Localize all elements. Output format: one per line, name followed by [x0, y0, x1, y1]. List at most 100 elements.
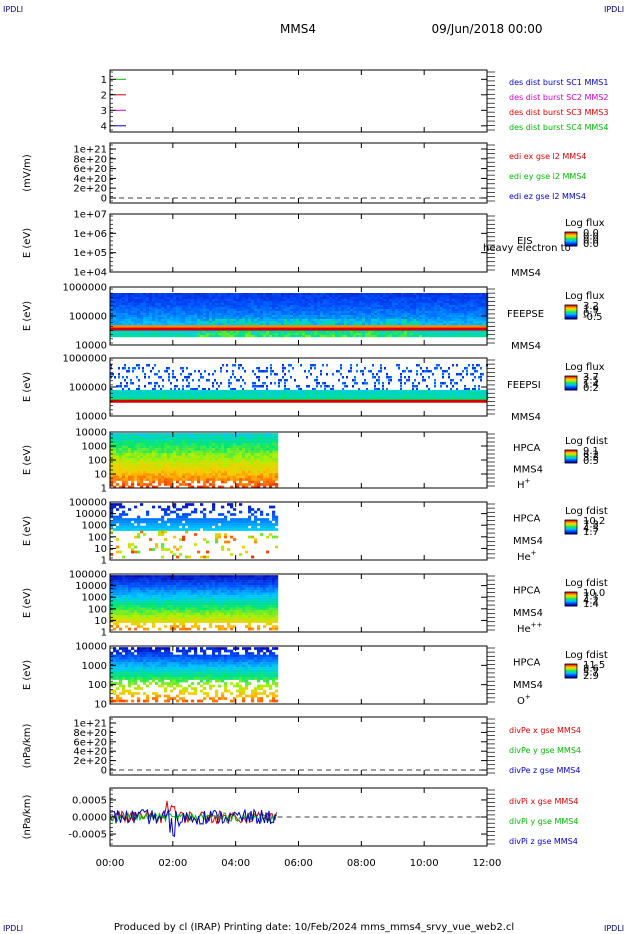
- flux-cell: [113, 305, 117, 308]
- flux-cell: [270, 389, 273, 393]
- flux-cell: [164, 311, 168, 314]
- flux-cell: [122, 303, 126, 306]
- flux-cell: [168, 393, 171, 397]
- flux-cell: [128, 450, 132, 454]
- flux-cell: [146, 393, 149, 397]
- flux-cell: [198, 395, 201, 399]
- flux-cell: [242, 311, 246, 314]
- flux-cell: [437, 323, 441, 326]
- flux-cell: [341, 293, 345, 296]
- flux-cell: [168, 395, 171, 399]
- flux-cell: [179, 309, 183, 312]
- flux-cell: [408, 391, 411, 395]
- flux-cell: [155, 313, 159, 316]
- flux-cell: [455, 333, 459, 336]
- flux-cell: [310, 395, 313, 399]
- flux-cell: [462, 376, 464, 379]
- flux-cell: [467, 331, 471, 334]
- flux-cell: [362, 389, 365, 393]
- flux-cell: [404, 299, 408, 302]
- flux-cell: [167, 323, 171, 326]
- flux-cell: [263, 319, 267, 322]
- flux-cell: [125, 460, 129, 464]
- flux-cell: [370, 393, 373, 397]
- flux-cell: [461, 315, 465, 318]
- flux-cell: [158, 321, 162, 324]
- flux-cell: [194, 295, 198, 298]
- flux-cell: [290, 313, 294, 316]
- flux-cell: [116, 473, 120, 476]
- flux-cell: [218, 295, 222, 298]
- flux-cell: [182, 299, 186, 302]
- flux-cell: [478, 389, 481, 393]
- flux-cell: [328, 385, 330, 388]
- flux-cell: [359, 305, 363, 308]
- flux-cell: [152, 331, 156, 334]
- flux-cell: [286, 391, 289, 395]
- flux-cell: [464, 331, 468, 334]
- flux-cell: [198, 391, 201, 395]
- flux-cell: [436, 364, 438, 367]
- flux-cell: [377, 333, 381, 336]
- flux-cell: [222, 389, 225, 393]
- flux-cell: [192, 389, 195, 393]
- flux-cell: [389, 293, 393, 296]
- flux-cell: [185, 317, 189, 320]
- flux-cell: [170, 483, 174, 486]
- flux-cell: [140, 443, 144, 446]
- flux-cell: [431, 331, 435, 334]
- flux-cell: [422, 370, 424, 373]
- flux-cell: [419, 335, 423, 338]
- flux-cell: [428, 297, 432, 300]
- flux-cell: [110, 297, 114, 300]
- flux-cell: [185, 309, 189, 312]
- flux-cell: [344, 297, 348, 300]
- flux-cell: [401, 301, 405, 304]
- flux-cell: [410, 370, 412, 373]
- flux-cell: [270, 373, 272, 376]
- flux-cell: [320, 297, 324, 300]
- flux-cell: [136, 388, 138, 391]
- flux-cell: [350, 364, 352, 367]
- flux-cell: [354, 379, 356, 382]
- flux-cell: [188, 376, 190, 379]
- flux-cell: [113, 297, 117, 300]
- flux-cell: [257, 299, 261, 302]
- flux-cell: [113, 465, 117, 469]
- y-tick-label: 10000: [75, 412, 107, 423]
- flux-cell: [342, 389, 345, 393]
- flux-cell: [382, 395, 385, 399]
- flux-cell: [398, 395, 401, 399]
- flux-cell: [274, 395, 277, 399]
- flux-cell: [443, 321, 447, 324]
- flux-cell: [407, 317, 411, 320]
- flux-cell: [136, 395, 139, 399]
- flux-cell: [317, 333, 321, 336]
- flux-cell: [197, 335, 201, 338]
- flux-cell: [458, 331, 462, 334]
- flux-cell: [122, 448, 126, 451]
- flux-cell: [400, 391, 403, 395]
- flux-cell: [413, 299, 417, 302]
- flux-cell: [260, 385, 262, 388]
- flux-cell: [467, 315, 471, 318]
- flux-cell: [479, 313, 483, 316]
- flux-cell: [342, 391, 345, 395]
- flux-cell: [458, 315, 462, 318]
- flux-cell: [362, 305, 366, 308]
- flux-cell: [428, 315, 432, 318]
- flux-cell: [412, 388, 414, 391]
- flux-cell: [352, 385, 354, 388]
- flux-cell: [287, 305, 291, 308]
- flux-cell: [146, 305, 150, 308]
- flux-cell: [458, 295, 462, 298]
- flux-cell: [214, 379, 216, 382]
- flux-cell: [468, 389, 471, 393]
- flux-cell: [221, 335, 225, 338]
- flux-cell: [377, 307, 381, 310]
- flux-cell: [218, 299, 222, 302]
- flux-cell: [245, 307, 249, 310]
- flux-cell: [263, 295, 267, 298]
- flux-cell: [146, 450, 150, 454]
- flux-cell: [284, 379, 286, 382]
